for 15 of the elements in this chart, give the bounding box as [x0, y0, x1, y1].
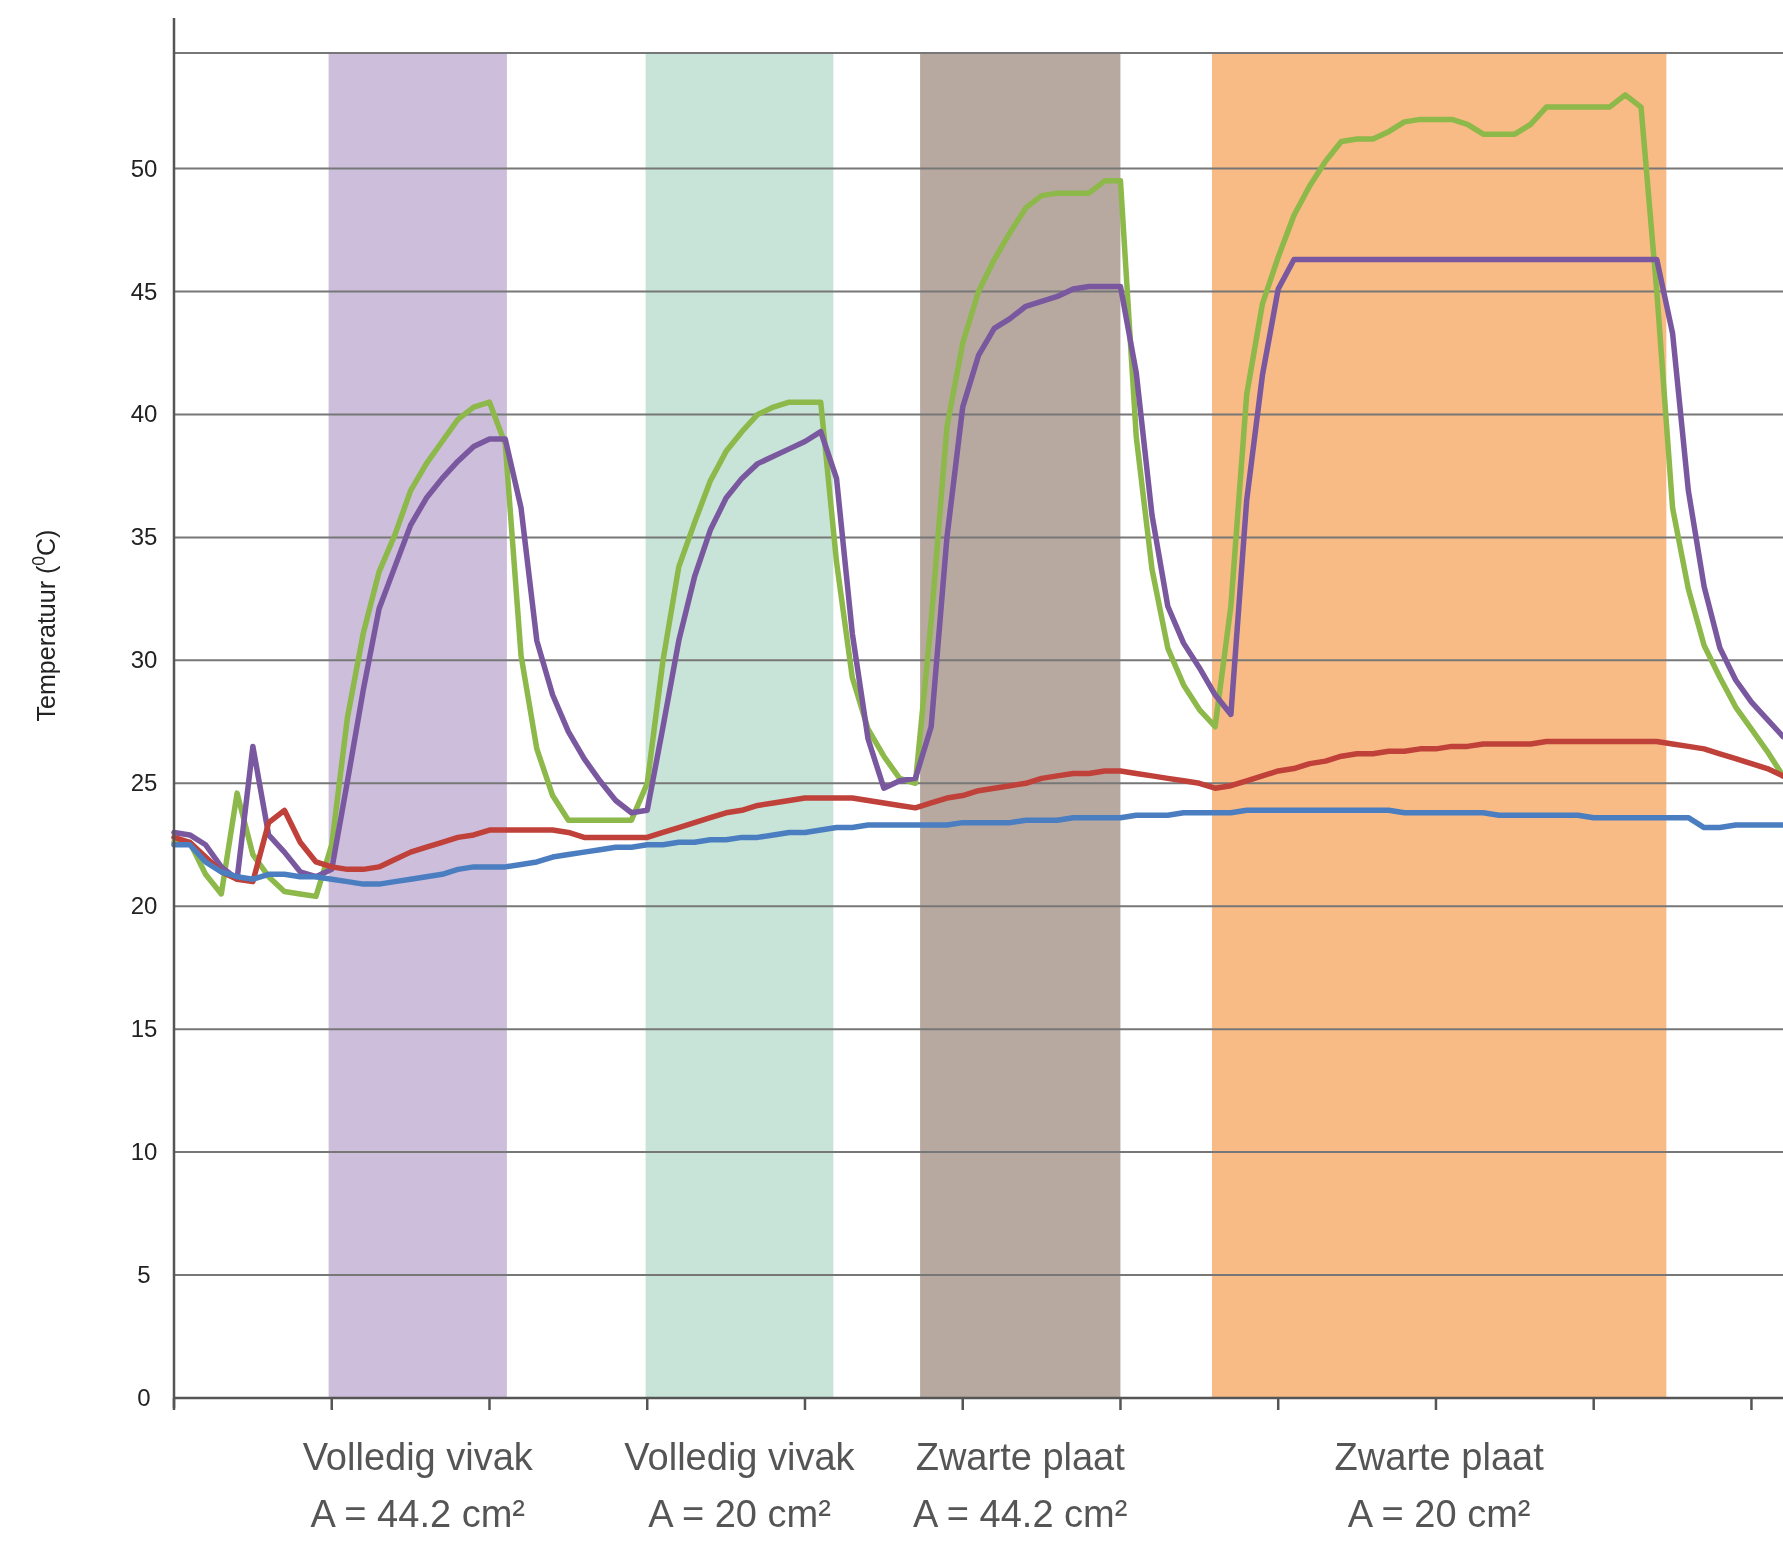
y-tick-label: 40: [130, 400, 158, 428]
text: Zwarte plaat A = 20 cm²: [1334, 1436, 1545, 1535]
y-tick-label: 20: [130, 892, 158, 920]
y-tick-label: 50: [130, 154, 158, 182]
y-tick-label: 15: [130, 1015, 158, 1043]
text: Volledig vivak A = 20 cm²: [624, 1436, 856, 1535]
y-tick-label: 5: [137, 1261, 151, 1289]
y-tick-label: 45: [130, 277, 158, 305]
y-tick-label: 0: [137, 1384, 151, 1411]
y-tick-label: 10: [130, 1138, 158, 1166]
y-tick-label: 30: [130, 646, 158, 674]
y-tick-label: 25: [130, 769, 158, 797]
text: Volledig vivak A = 44.2 cm²: [302, 1436, 534, 1535]
y-tick-label: 35: [130, 523, 158, 551]
text: Zwarte plaat A = 44.2 cm²: [913, 1436, 1128, 1535]
